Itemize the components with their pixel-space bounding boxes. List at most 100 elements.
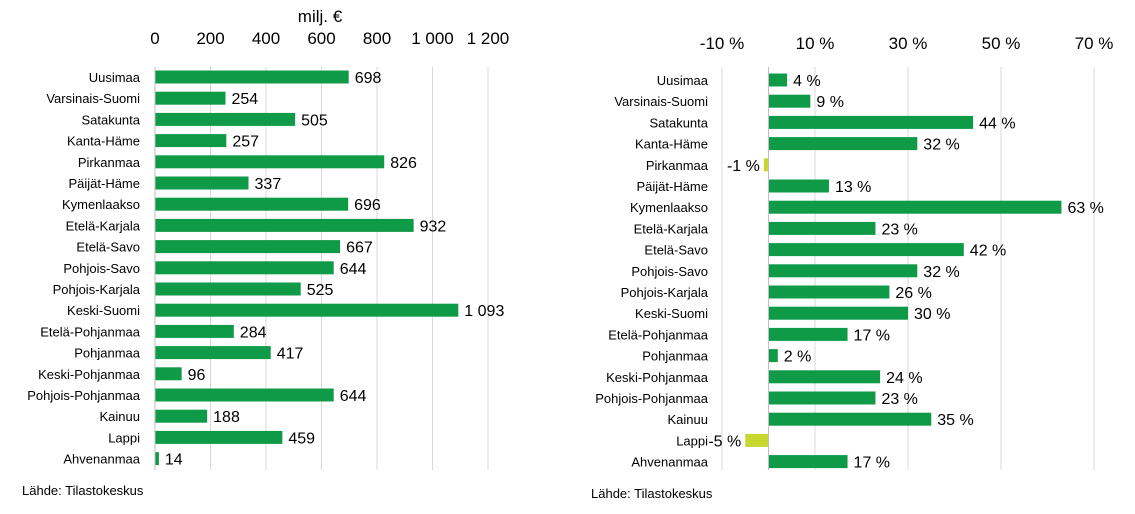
left-value-label: 826 xyxy=(390,155,417,172)
right-value-label: 23 % xyxy=(881,391,917,408)
right-category-label: Keski-Pohjanmaa xyxy=(606,370,709,385)
right-category-label: Keski-Suomi xyxy=(635,306,708,321)
left-value-label: 667 xyxy=(346,240,373,257)
right-category-label: Uusimaa xyxy=(657,73,709,88)
left-category-label: Uusimaa xyxy=(89,70,141,85)
right-category-label: Etelä-Pohjanmaa xyxy=(608,327,708,342)
right-value-label: 9 % xyxy=(816,94,844,111)
right-chart-percent-change: -10 % 10 % 30 % 50 % 70 % Uusimaa 4 % Varsinais… xyxy=(595,34,1113,472)
left-value-label: 14 xyxy=(165,452,183,469)
right-category-label: Lappi xyxy=(676,433,708,448)
left-tick-label: 400 xyxy=(252,29,280,48)
right-bar xyxy=(768,412,932,426)
right-tick-label: -10 % xyxy=(700,34,744,53)
left-category-label: Etelä-Savo xyxy=(76,240,140,255)
right-value-label: -1 % xyxy=(727,158,760,175)
right-category-label: Pohjois-Savo xyxy=(631,264,708,279)
left-category-label: Kymenlaakso xyxy=(62,197,140,212)
left-bar xyxy=(155,197,349,211)
right-bar xyxy=(768,455,848,469)
left-bar xyxy=(155,112,296,126)
left-value-label: 644 xyxy=(340,388,367,405)
right-bar xyxy=(768,349,778,363)
left-bar xyxy=(155,409,208,423)
left-bar xyxy=(155,324,234,338)
left-value-label: 96 xyxy=(188,367,206,384)
left-category-label: Satakunta xyxy=(81,112,140,127)
right-category-label: Satakunta xyxy=(649,115,708,130)
right-category-label: Kymenlaakso xyxy=(630,200,708,215)
left-value-label: 698 xyxy=(355,70,382,87)
left-category-label: Lappi xyxy=(108,430,140,445)
left-tick-label: 1 200 xyxy=(467,29,510,48)
left-category-label: Pohjois-Savo xyxy=(63,261,140,276)
left-category-label: Pohjanmaa xyxy=(74,346,141,361)
right-value-label: -5 % xyxy=(708,433,741,450)
left-bar xyxy=(155,91,226,105)
right-bar xyxy=(768,243,964,257)
left-value-label: 337 xyxy=(255,176,282,193)
left-value-label: 696 xyxy=(354,197,381,214)
left-bar xyxy=(155,303,459,317)
left-category-label: Pohjois-Pohjanmaa xyxy=(27,388,141,403)
left-bar xyxy=(155,218,414,232)
left-bar xyxy=(155,240,341,254)
left-bar xyxy=(155,155,385,169)
right-tick-label: 30 % xyxy=(889,34,928,53)
right-value-label: 44 % xyxy=(979,115,1015,132)
left-bar xyxy=(155,176,249,190)
right-bar xyxy=(745,433,769,447)
right-value-label: 42 % xyxy=(970,243,1006,260)
right-value-label: 23 % xyxy=(881,221,917,238)
left-category-label: Etelä-Pohjanmaa xyxy=(40,324,140,339)
left-bar xyxy=(155,282,301,296)
right-bar xyxy=(768,306,908,320)
left-chart-unit-label: milj. € xyxy=(298,7,343,26)
right-value-label: 2 % xyxy=(784,349,812,366)
left-tick-label: 1 000 xyxy=(411,29,454,48)
left-bar xyxy=(155,346,271,360)
right-category-label: Kainuu xyxy=(668,412,708,427)
right-value-label: 26 % xyxy=(895,285,931,302)
left-tick-label: 0 xyxy=(150,29,159,48)
right-category-label: Varsinais-Suomi xyxy=(614,94,708,109)
left-value-label: 257 xyxy=(232,134,259,151)
right-value-label: 35 % xyxy=(937,412,973,429)
right-value-label: 17 % xyxy=(854,327,890,344)
left-bar xyxy=(155,430,283,444)
left-bar xyxy=(155,388,334,402)
right-bar xyxy=(768,391,876,405)
right-value-label: 63 % xyxy=(1067,200,1103,217)
right-tick-label: 50 % xyxy=(982,34,1021,53)
right-category-label: Pohjois-Pohjanmaa xyxy=(595,391,709,406)
right-tick-label: 10 % xyxy=(796,34,835,53)
right-bar xyxy=(768,285,890,299)
left-category-label: Pirkanmaa xyxy=(78,155,141,170)
right-bar xyxy=(768,221,876,235)
left-value-label: 459 xyxy=(288,430,315,447)
right-bar xyxy=(768,179,829,193)
right-category-label: Etelä-Karjala xyxy=(634,221,709,236)
left-value-label: 525 xyxy=(307,282,334,299)
right-value-label: 30 % xyxy=(914,306,950,323)
left-category-label: Pohjois-Karjala xyxy=(53,282,141,297)
left-value-label: 505 xyxy=(301,112,328,129)
right-category-label: Pohjois-Karjala xyxy=(621,285,709,300)
left-tick-label: 800 xyxy=(363,29,391,48)
left-tick-label: 600 xyxy=(307,29,335,48)
right-category-label: Pohjanmaa xyxy=(642,349,709,364)
left-bar xyxy=(155,70,349,84)
left-value-label: 932 xyxy=(420,218,447,235)
right-category-label: Kanta-Häme xyxy=(635,137,708,152)
right-chart-source: Lähde: Tilastokeskus xyxy=(591,486,713,501)
left-bar xyxy=(155,134,227,148)
right-category-label: Etelä-Savo xyxy=(644,243,708,258)
left-value-label: 1 093 xyxy=(464,303,504,320)
left-chart-eur-millions: milj. € 0 200 400 600 800 1 000 1 200 Uusimaa 69… xyxy=(27,7,509,470)
left-value-label: 254 xyxy=(231,91,258,108)
right-value-label: 13 % xyxy=(835,179,871,196)
left-category-label: Keski-Pohjanmaa xyxy=(38,367,141,382)
left-value-label: 644 xyxy=(340,261,367,278)
right-bar xyxy=(768,200,1062,214)
